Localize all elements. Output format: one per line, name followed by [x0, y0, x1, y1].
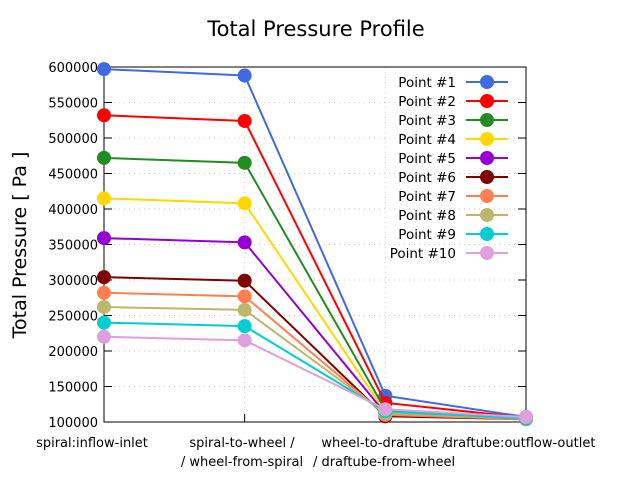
- data-point: [97, 285, 111, 300]
- data-point: [237, 68, 252, 83]
- data-point: [237, 155, 252, 170]
- data-point: [97, 270, 111, 285]
- y-tick-label: 500000: [48, 132, 98, 147]
- data-point: [97, 231, 111, 246]
- data-point: [97, 108, 111, 123]
- data-point: [519, 410, 533, 425]
- data-point: [97, 315, 111, 330]
- data-point: [237, 333, 252, 348]
- series-line: [103, 335, 527, 419]
- data-point: [97, 299, 111, 314]
- data-point: [237, 319, 252, 334]
- y-tick-label: 350000: [48, 239, 98, 254]
- legend-label: Point #10: [390, 246, 456, 262]
- data-point: [237, 196, 252, 211]
- legend-marker: [480, 75, 494, 89]
- legend-marker: [480, 132, 494, 146]
- y-tick-label: 600000: [48, 61, 98, 76]
- y-tick-label: 150000: [48, 381, 98, 396]
- series-line: [103, 237, 527, 420]
- y-tick-label: 200000: [48, 345, 98, 360]
- legend-marker: [480, 170, 494, 184]
- legend-marker: [480, 151, 494, 165]
- y-tick-label: 300000: [48, 274, 98, 289]
- legend-item: Point #7: [398, 189, 508, 205]
- series-3: [97, 150, 533, 425]
- chart-title: Total Pressure Profile: [206, 17, 424, 41]
- grid-lines: [104, 67, 526, 422]
- y-tick-label: 450000: [48, 168, 98, 183]
- legend-label: Point #7: [398, 189, 456, 205]
- data-point: [378, 402, 393, 417]
- data-point: [237, 273, 252, 288]
- data-point: [97, 150, 111, 165]
- x-tick-label: / wheel-from-spiral: [181, 455, 303, 470]
- series-line: [103, 68, 527, 419]
- series-8: [97, 299, 533, 426]
- legend-label: Point #8: [398, 208, 456, 224]
- legend-label: Point #1: [398, 75, 456, 91]
- series-10: [97, 329, 533, 425]
- series-line: [103, 291, 527, 421]
- y-tick-label: 250000: [48, 310, 98, 325]
- legend: Point #1 Point #2 Point #3 Point #4 Point #5…: [390, 75, 508, 262]
- legend-label: Point #5: [398, 151, 456, 167]
- legend-marker: [480, 94, 494, 108]
- data-point: [237, 302, 252, 317]
- legend-marker: [480, 113, 494, 127]
- legend-item: Point #3: [398, 113, 508, 129]
- x-tick-label: draftube:outflow-outlet: [445, 436, 596, 451]
- y-tick-label: 550000: [48, 97, 98, 112]
- data-point: [97, 329, 111, 344]
- legend-marker: [480, 227, 494, 241]
- series-line: [103, 321, 527, 420]
- x-tick-label: spiral:inflow-inlet: [36, 436, 148, 451]
- series-line: [103, 305, 527, 420]
- legend-label: Point #3: [398, 113, 456, 129]
- x-tick-labels: spiral:inflow-inlet spiral-to-wheel / / wh…: [36, 436, 595, 470]
- data-point: [237, 235, 252, 250]
- data-point: [237, 289, 252, 304]
- y-tick-labels: 100000 150000 200000 250000 300000 350000 4000…: [48, 61, 98, 431]
- legend-item: Point #1: [398, 75, 508, 91]
- legend-item: Point #2: [398, 94, 508, 110]
- legend-item: Point #4: [398, 132, 508, 148]
- legend-item: Point #8: [398, 208, 508, 224]
- legend-marker: [480, 208, 494, 222]
- series-group: [97, 62, 533, 427]
- legend-marker: [480, 189, 494, 203]
- legend-item: Point #5: [398, 151, 508, 167]
- series-line: [103, 114, 527, 419]
- x-tick-label: spiral-to-wheel /: [189, 436, 295, 451]
- data-point: [237, 113, 252, 128]
- series-2: [97, 108, 533, 425]
- x-tick-label: / draftube-from-wheel: [313, 455, 455, 470]
- legend-label: Point #9: [398, 227, 456, 243]
- x-tick-label: wheel-to-draftube /: [321, 436, 447, 451]
- series-line: [103, 276, 527, 421]
- y-tick-label: 100000: [48, 416, 98, 431]
- legend-marker: [480, 246, 494, 260]
- data-point: [97, 62, 111, 77]
- legend-label: Point #2: [398, 94, 456, 110]
- legend-item: Point #6: [398, 170, 508, 186]
- legend-label: Point #6: [398, 170, 456, 186]
- series-line: [103, 156, 527, 419]
- legend-item: Point #9: [398, 227, 508, 243]
- y-tick-label: 400000: [48, 203, 98, 218]
- legend-item: Point #10: [390, 246, 508, 262]
- y-axis-label: Total Pressure [ Pa ]: [9, 152, 31, 340]
- legend-label: Point #4: [398, 132, 456, 148]
- data-point: [97, 191, 111, 206]
